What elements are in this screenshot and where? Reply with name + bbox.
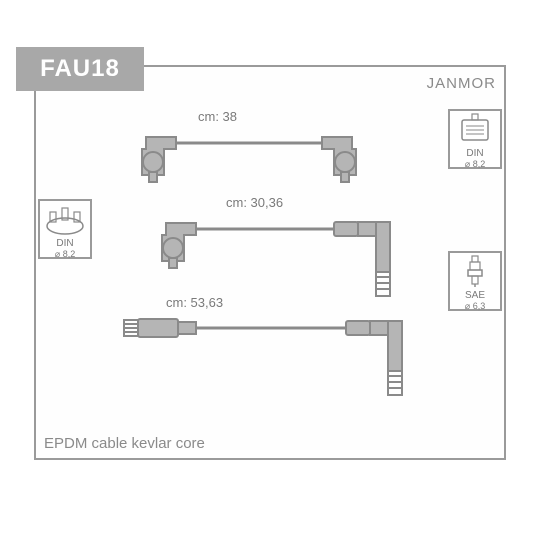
diagram-frame: JANMOR EPDM cable kevlar core DIN ⌀ 8,2 …: [34, 65, 506, 460]
cable-3: [36, 67, 508, 462]
part-number-badge: FAU18: [16, 47, 144, 91]
